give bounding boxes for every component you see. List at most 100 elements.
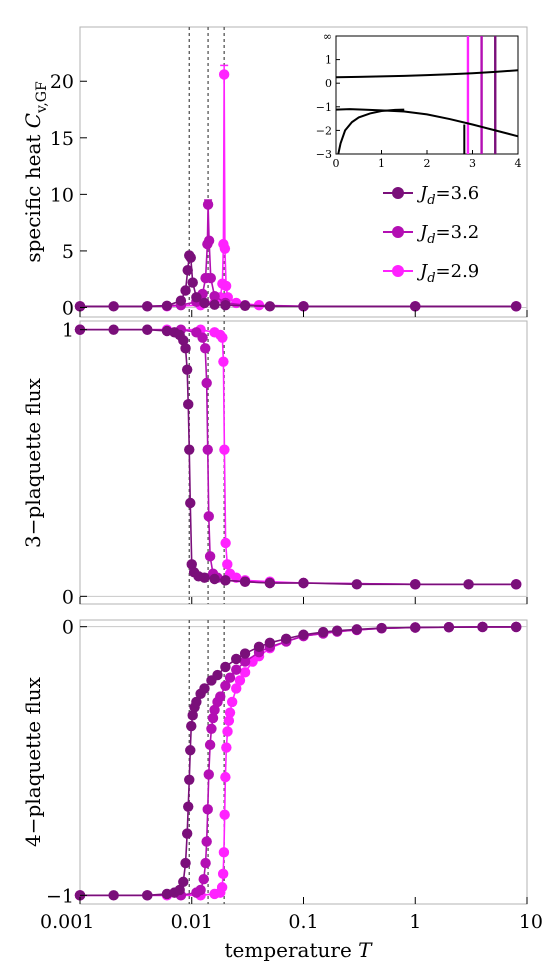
data-point-four-plaquette-flux-0-8: [181, 828, 193, 839]
inset-ytick-label-1: 1: [325, 54, 332, 67]
inset-curve-2: [337, 108, 405, 155]
data-point-specific-heat-1-7: [202, 199, 214, 210]
data-point-four-plaquette-flux-0-31: [410, 622, 421, 633]
data-point-four-plaquette-flux-2-14: [226, 696, 238, 708]
ytick-label-specific-heat-1: 5: [62, 241, 74, 263]
data-point-four-plaquette-flux-0-10: [184, 774, 195, 786]
data-point-specific-heat-1-9: [205, 272, 216, 284]
ytick-label-specific-heat-4: 20: [50, 71, 74, 93]
data-point-four-plaquette-flux-2-5: [216, 882, 228, 893]
inset-xtick-label-0: 0: [333, 157, 340, 170]
data-point-four-plaquette-flux-2-15: [231, 683, 242, 694]
data-point-four-plaquette-flux-0-26: [298, 629, 309, 640]
data-point-three-plaquette-flux-1-5: [200, 343, 211, 354]
data-point-three-plaquette-flux-1-9: [204, 551, 216, 562]
legend-item-jd-2.9: Jd=2.9: [383, 261, 479, 286]
data-point-specific-heat-0-0: [74, 301, 86, 312]
data-point-specific-heat-2-8: [219, 243, 231, 254]
series-line-three-plaquette-flux-2: [80, 328, 517, 586]
data-point-four-plaquette-flux-2-8: [219, 809, 230, 820]
data-point-four-plaquette-flux-0-20: [220, 661, 231, 673]
inset-curve-0: [335, 69, 519, 79]
legend-marker-jd-3.2: [392, 226, 404, 238]
ytick-label-specific-heat-0: 0: [62, 297, 74, 319]
data-point-three-plaquette-flux-0-7: [180, 343, 191, 354]
data-point-three-plaquette-flux-0-23: [463, 579, 474, 590]
data-point-four-plaquette-flux-2-10: [221, 742, 232, 753]
data-point-four-plaquette-flux-0-33: [477, 621, 488, 633]
xtick-label-2: 0.1: [288, 911, 318, 933]
data-point-four-plaquette-flux-2-17: [239, 667, 251, 678]
inset-frame: [335, 35, 519, 155]
data-point-three-plaquette-flux-0-22: [410, 579, 421, 590]
ylabel-four-plaquette-flux: 4−plaquette flux: [21, 676, 45, 847]
data-point-three-plaquette-flux-2-8: [220, 537, 231, 549]
xtick-label-3: 1: [409, 911, 421, 933]
inset-xtick-label-4: 4: [515, 157, 522, 170]
data-point-four-plaquette-flux-2-9: [220, 771, 231, 783]
inset-plot: 0 1 2 3 4 ∞ 1 0 −1 −2 −3: [316, 30, 522, 170]
legend-label-jd-2.9: Jd=2.9: [416, 261, 479, 286]
xtick-label-0: 0.001: [40, 911, 94, 933]
data-point-four-plaquette-flux-0-2: [142, 890, 153, 901]
data-point-four-plaquette-flux-0-24: [264, 637, 276, 649]
data-point-specific-heat-0-9: [187, 277, 198, 288]
data-point-three-plaquette-flux-2-7: [219, 444, 230, 455]
legend-item-jd-3.6: Jd=3.6: [383, 183, 479, 208]
data-point-specific-heat-0-1: [108, 301, 119, 312]
data-point-three-plaquette-flux-0-21: [351, 579, 363, 590]
ytick-label-specific-heat-3: 15: [50, 128, 74, 150]
data-point-four-plaquette-flux-0-12: [186, 720, 197, 732]
data-point-four-plaquette-flux-0-7: [180, 857, 191, 869]
data-point-four-plaquette-flux-0-9: [183, 801, 194, 812]
data-point-specific-heat-0-13: [220, 300, 231, 311]
data-point-specific-heat-0-10: [191, 292, 202, 303]
inset-ytick-label-5: −3: [316, 148, 332, 161]
data-point-three-plaquette-flux-0-16: [209, 573, 220, 585]
data-point-four-plaquette-flux-1-12: [207, 712, 219, 724]
series-line-four-plaquette-flux-0: [80, 626, 517, 897]
ytick-label-specific-heat-2: 10: [50, 184, 74, 206]
data-point-specific-heat-0-5: [180, 285, 191, 296]
inset-xtick-label-3: 3: [469, 157, 476, 170]
data-point-three-plaquette-flux-1-8: [203, 511, 214, 522]
ylabel-three-plaquette-flux: 3−plaquette flux: [21, 377, 45, 548]
data-point-four-plaquette-flux-0-17: [199, 683, 210, 694]
data-point-four-plaquette-flux-0-30: [376, 622, 387, 634]
inset-curve-1: [335, 108, 519, 138]
inset-xtick-label-1: 1: [378, 157, 385, 170]
data-point-three-plaquette-flux-0-20: [298, 577, 309, 589]
data-point-three-plaquette-flux-0-17: [220, 575, 231, 586]
data-point-four-plaquette-flux-1-16: [220, 680, 231, 691]
series-line-four-plaquette-flux-1: [80, 626, 517, 897]
data-point-four-plaquette-flux-1-15: [215, 691, 226, 702]
panel-four-plaquette-frame: [79, 619, 528, 905]
data-point-four-plaquette-flux-2-16: [234, 675, 246, 686]
data-point-four-plaquette-flux-0-34: [510, 621, 522, 633]
data-point-three-plaquette-flux-0-11: [185, 497, 196, 509]
legend-label-jd-3.2: Jd=3.2: [416, 222, 479, 247]
data-point-four-plaquette-flux-2-6: [217, 868, 229, 880]
data-point-four-plaquette-flux-0-15: [191, 696, 202, 708]
data-point-four-plaquette-flux-2-12: [223, 715, 235, 726]
data-point-three-plaquette-flux-0-9: [183, 399, 194, 410]
data-point-four-plaquette-flux-2-11: [222, 726, 233, 737]
data-point-specific-heat-0-16: [298, 301, 309, 312]
data-point-three-plaquette-flux-2-9: [222, 559, 233, 570]
data-point-three-plaquette-flux-1-7: [202, 444, 213, 455]
data-point-specific-heat-2-7: [218, 69, 230, 80]
data-point-specific-heat-0-6: [182, 264, 193, 276]
data-point-four-plaquette-flux-1-7: [201, 836, 212, 847]
data-point-four-plaquette-flux-0-23: [253, 641, 265, 653]
data-point-three-plaquette-flux-0-2: [142, 324, 153, 335]
data-point-four-plaquette-flux-1-8: [202, 804, 213, 815]
data-point-specific-heat-1-8: [203, 235, 215, 246]
xlabel-temperature: temperature T: [225, 938, 374, 962]
ylabel-specific-heat: specific heat Cv,GF: [21, 81, 50, 263]
inset-xtick-label-2: 2: [424, 157, 431, 170]
data-point-four-plaquette-flux-0-11: [185, 745, 196, 756]
panel-three-plaquette-frame: [79, 320, 528, 605]
ytick-label-four-plaquette-flux-0: −1: [46, 885, 74, 907]
data-point-four-plaquette-flux-1-5: [198, 873, 209, 885]
